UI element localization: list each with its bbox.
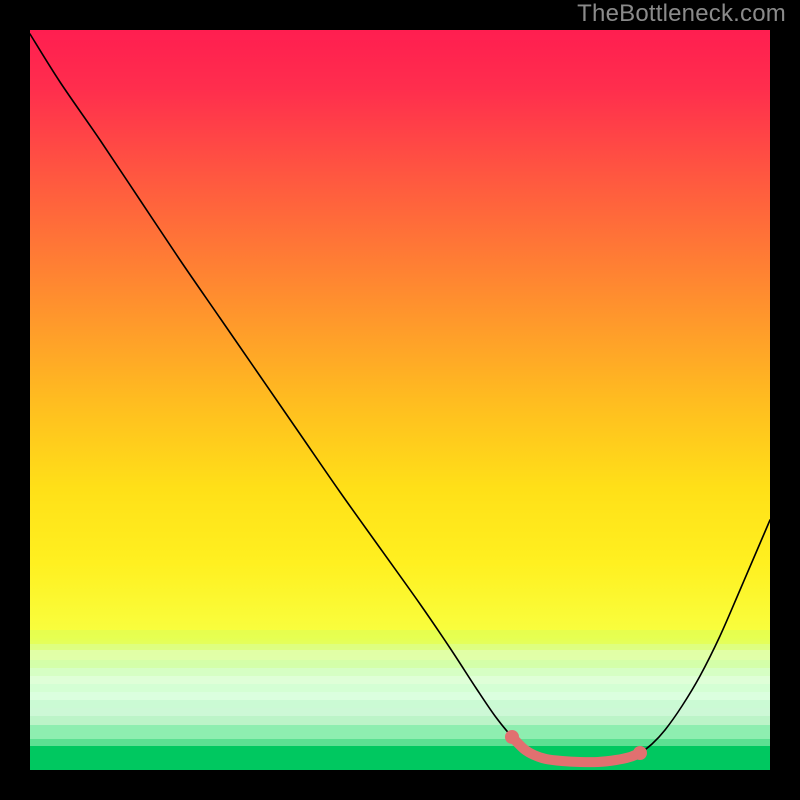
chart-container: TheBottleneck.com <box>0 0 800 800</box>
optimal-range-marker <box>0 0 800 800</box>
watermark-text: TheBottleneck.com <box>577 0 786 28</box>
